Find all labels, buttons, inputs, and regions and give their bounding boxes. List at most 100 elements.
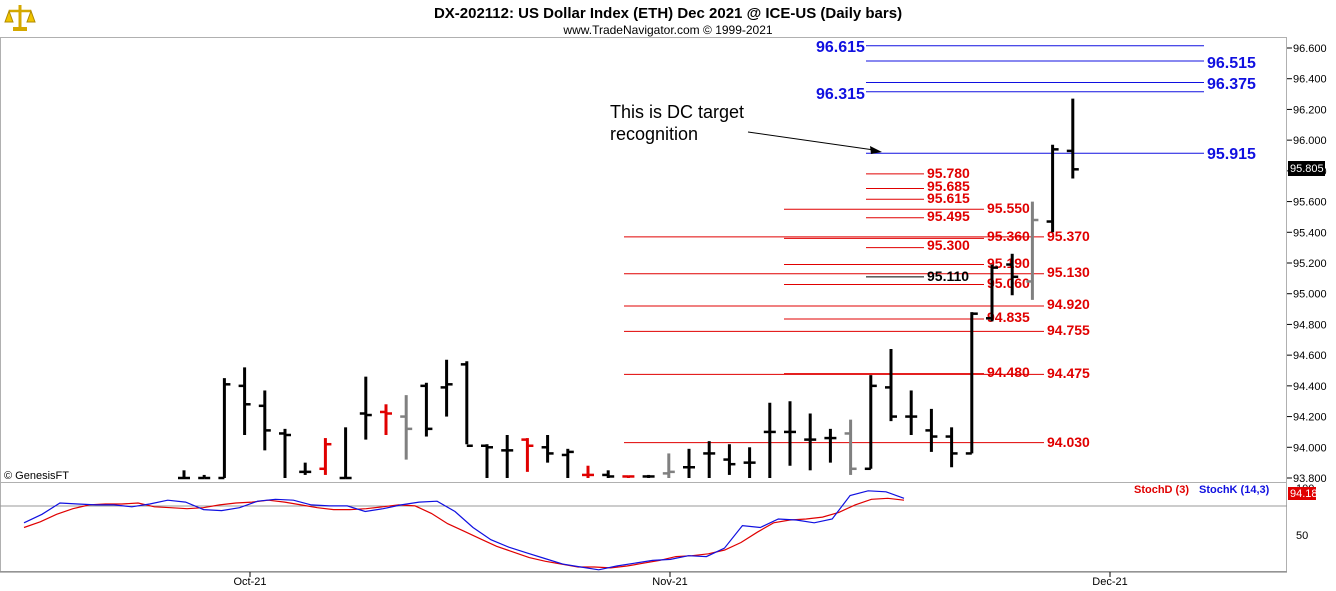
stochD-line [23,497,905,569]
ohlc-bar [965,312,978,455]
price-bars [178,98,1079,480]
level-label: 95.370 [1047,228,1090,244]
level-label: 95.110 [927,268,969,284]
y-tick-label: 94.400 [1293,381,1327,393]
level-label: 95.615 [927,190,970,206]
current-price-box [1288,161,1325,176]
y-tick-label: 96.200 [1293,104,1327,116]
ohlc-bar [723,444,736,475]
level-label: 95.130 [1047,264,1090,280]
current-price-label: 95.805 [1290,163,1324,175]
stochK-legend: StochK (14,3) [1199,484,1270,496]
x-tick-label: Oct-21 [233,576,266,588]
watermark: © GenesisFT [4,470,69,482]
level-label: 94.030 [1047,434,1090,450]
level-label: 95.360 [987,228,1030,244]
ohlc-bar [1046,144,1059,233]
stoch-panel-frame [0,482,1287,572]
chart-title: DX-202112: US Dollar Index (ETH) Dec 202… [434,5,902,22]
ohlc-bar [844,419,857,475]
level-label: 94.480 [987,364,1030,380]
y-tick-label: 95.400 [1293,227,1327,239]
ohlc-bar [218,378,231,480]
ohlc-bar [1026,201,1039,300]
level-label: 94.920 [1047,296,1090,312]
ohlc-bar [824,428,837,463]
y-tick-label: 96.000 [1293,135,1327,147]
level-label: 94.835 [987,309,1030,325]
y-tick-label: 94.000 [1293,442,1327,454]
ohlc-bar [339,427,352,480]
ohlc-bar [804,413,817,471]
level-label: 95.550 [987,200,1030,216]
level-label: 95.780 [927,165,970,181]
ohlc-bar [198,474,211,480]
stochK-line [23,490,905,571]
y-tick-label: 94.600 [1293,350,1327,362]
level-label: 96.315 [816,86,865,103]
y-tick-label: 94.200 [1293,412,1327,424]
annotation-arrow [747,131,882,154]
y-tick-label: 96.400 [1293,74,1327,86]
x-tick-label: Nov-21 [652,576,687,588]
ohlc-bar [582,465,594,478]
ohlc-bar [541,435,554,463]
level-label: 95.060 [987,275,1030,291]
level-lines: 96.61596.51596.37596.31595.91595.78095.6… [624,39,1256,450]
annotation-line-1: This is DC target [610,102,744,122]
ohlc-bar [945,427,958,468]
ohlc-bar [986,264,998,322]
ohlc-bar [521,438,534,472]
y-tick-label: 93.800 [1293,473,1327,485]
ohlc-bar [178,470,190,480]
y-tick-label: 95.600 [1293,197,1327,209]
level-label: 96.375 [1207,76,1256,93]
price-y-axis: 96.60096.40096.20096.00095.80095.60095.4… [1287,43,1327,485]
ohlc-bar [683,448,695,478]
stoch-current-label: 94.18 [1290,488,1318,500]
level-label: 94.475 [1047,365,1090,381]
ohlc-bar [258,390,271,451]
ohlc-bar [481,444,493,478]
level-label: 94.755 [1047,322,1090,338]
x-axis: Oct-21 Nov-21 Dec-21 [233,572,1128,588]
ohlc-bar [784,401,796,466]
ohlc-bar [763,402,776,478]
ohlc-bar [440,359,453,417]
stoch-panel: 10050 [23,483,1314,571]
chart-subtitle: www.TradeNavigator.com © 1999-2021 [562,23,772,37]
ohlc-bar [622,475,635,478]
scales-icon [4,2,36,32]
ohlc-bar [501,435,514,478]
level-label: 95.685 [927,178,970,194]
y-tick-label: 95.000 [1293,289,1327,301]
ohlc-bar [1006,253,1019,296]
level-label: 95.915 [1207,146,1256,163]
ohlc-bar [279,428,291,478]
ohlc-bar [743,447,756,478]
annotation-line-2: recognition [610,124,698,144]
ohlc-bar [864,375,877,471]
y-tick-label: 94.800 [1293,319,1327,331]
y-tick-label: 96.600 [1293,43,1327,55]
ohlc-bar [703,441,716,478]
ohlc-bar [885,349,897,422]
ohlc-bar [420,382,433,437]
y-tick-label: 95.200 [1293,258,1327,270]
ohlc-bar [925,408,938,452]
level-label: 95.495 [927,208,970,224]
ohlc-bar [602,470,615,478]
stochD-legend: StochD (3) [1134,484,1189,496]
ohlc-bar [662,453,675,478]
ohlc-bar [319,438,332,475]
level-label: 95.300 [927,237,970,253]
level-label: 96.615 [816,39,865,56]
x-tick-label: Dec-21 [1092,576,1127,588]
ohlc-bar [400,395,413,460]
ohlc-bar [359,376,372,440]
ohlc-bar [460,361,473,447]
ohlc-bar [905,390,918,435]
stoch-current-box [1288,487,1316,500]
ohlc-bar [380,404,392,435]
ohlc-bar [561,448,574,478]
